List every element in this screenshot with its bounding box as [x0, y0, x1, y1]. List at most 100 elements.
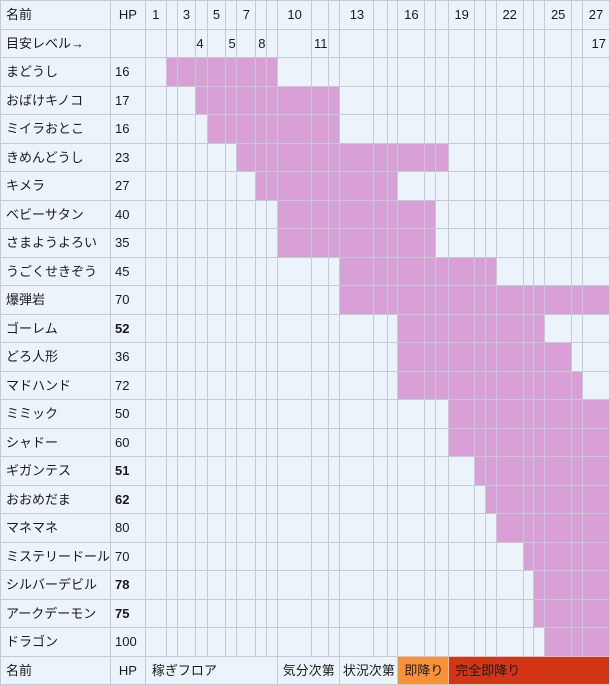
floor-cell [144, 456, 167, 486]
spawn-cell [474, 399, 486, 429]
floor-cell [474, 171, 486, 201]
floor-cell [311, 256, 329, 286]
floor-cell [266, 541, 279, 571]
floor-cell [176, 142, 197, 172]
floor-cell [571, 228, 583, 258]
floor-cell [225, 513, 238, 543]
floor-cell [484, 199, 497, 229]
floor-cell [165, 228, 178, 258]
spawn-cell [435, 313, 450, 343]
spawn-cell [484, 285, 497, 315]
level-value-cell [544, 28, 573, 58]
floor-cell [144, 142, 167, 172]
floor-cell [206, 598, 227, 628]
floor-cell [495, 598, 524, 628]
spawn-cell [484, 313, 497, 343]
floor-cell [435, 171, 450, 201]
floor-cell [195, 570, 208, 600]
footer-zone-cell: 気分次第 [277, 655, 341, 685]
floor-cell [544, 313, 573, 343]
spawn-cell [484, 427, 497, 457]
monster-row: ゴーレム 52 [0, 313, 610, 343]
monster-row: シャドー 60 [0, 427, 610, 457]
spawn-cell [435, 370, 450, 400]
floor-cell [387, 342, 399, 372]
spawn-cell [522, 399, 535, 429]
spawn-cell [533, 598, 546, 628]
floor-cell [522, 114, 535, 144]
monster-row: マドハンド 72 [0, 370, 610, 400]
spawn-cell [544, 541, 573, 571]
floor-cell [225, 399, 238, 429]
spawn-cell [165, 57, 178, 87]
floor-cell [424, 427, 437, 457]
monster-name-cell: きめんどうし [0, 142, 112, 172]
spawn-cell [448, 256, 476, 286]
spawn-cell [495, 313, 524, 343]
monster-name-cell: マネマネ [0, 513, 112, 543]
floor-cell [544, 256, 573, 286]
floor-cell [277, 484, 313, 514]
floor-cell [435, 57, 450, 87]
floor-cell [387, 598, 399, 628]
floor-cell [255, 598, 268, 628]
floor-cell [165, 456, 178, 486]
floor-cell [387, 627, 399, 657]
floor-header-cell [195, 0, 208, 30]
spawn-cell [533, 484, 546, 514]
spawn-cell [544, 598, 573, 628]
floor-cell [176, 598, 197, 628]
floor-cell [373, 399, 389, 429]
spawn-cell [327, 114, 341, 144]
level-value-cell [435, 28, 450, 58]
floor-cell [474, 598, 486, 628]
spawn-cell [544, 456, 573, 486]
floor-cell [373, 114, 389, 144]
floor-cell [533, 171, 546, 201]
floor-cell [165, 342, 178, 372]
floor-cell [581, 228, 610, 258]
floor-cell [424, 399, 437, 429]
floor-cell [266, 427, 279, 457]
monster-row: まどうし 16 [0, 57, 610, 87]
floor-cell [424, 570, 437, 600]
monster-name-cell: シルバーデビル [0, 570, 112, 600]
floor-cell [495, 85, 524, 115]
floor-cell [424, 171, 437, 201]
floor-cell [236, 228, 257, 258]
floor-cell [533, 199, 546, 229]
floor-cell [571, 85, 583, 115]
floor-cell [266, 598, 279, 628]
floor-cell [327, 427, 341, 457]
floor-cell [236, 627, 257, 657]
monster-name-cell: アークデーモン [0, 598, 112, 628]
spawn-cell [448, 342, 476, 372]
hp-value-cell: 60 [110, 427, 146, 457]
spawn-cell [474, 342, 486, 372]
floor-cell [165, 85, 178, 115]
monster-name-cell: おばけキノコ [0, 85, 112, 115]
spawn-cell [581, 513, 610, 543]
floor-cell [311, 598, 329, 628]
floor-cell [206, 427, 227, 457]
floor-cell [311, 342, 329, 372]
floor-cell [474, 199, 486, 229]
floor-cell [581, 142, 610, 172]
hp-value-cell: 100 [110, 627, 146, 657]
floor-header-cell: 3 [176, 0, 197, 30]
floor-cell [435, 228, 450, 258]
floor-cell [236, 598, 257, 628]
floor-cell [522, 171, 535, 201]
spawn-cell [484, 456, 497, 486]
level-value-cell [571, 28, 583, 58]
spawn-cell [581, 570, 610, 600]
spawn-cell [533, 570, 546, 600]
floor-cell [255, 342, 268, 372]
floor-cell [544, 57, 573, 87]
monster-name-cell: うごくせきぞう [0, 256, 112, 286]
floor-cell [277, 313, 313, 343]
spawn-cell [581, 598, 610, 628]
floor-cell [373, 370, 389, 400]
floor-cell [387, 570, 399, 600]
floor-cell [255, 541, 268, 571]
